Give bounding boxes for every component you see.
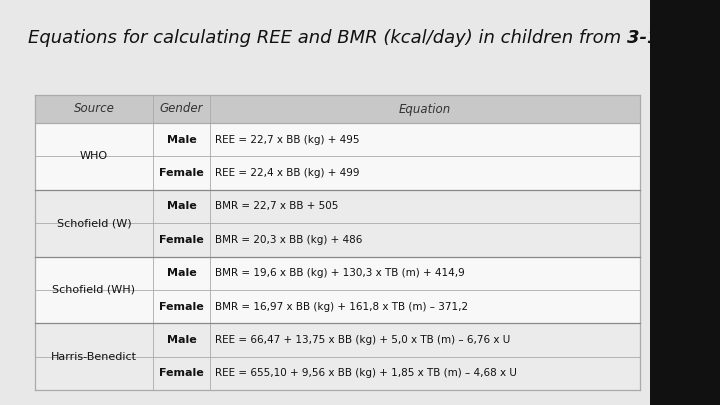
Text: Harris-Benedict: Harris-Benedict [51, 352, 137, 362]
Text: REE = 22,7 x BB (kg) + 495: REE = 22,7 x BB (kg) + 495 [215, 135, 360, 145]
Text: BMR = 19,6 x BB (kg) + 130,3 x TB (m) + 414,9: BMR = 19,6 x BB (kg) + 130,3 x TB (m) + … [215, 268, 465, 278]
Text: Female: Female [159, 168, 204, 178]
Text: Schofield (WH): Schofield (WH) [53, 285, 135, 295]
Text: Schofield (W): Schofield (W) [57, 218, 131, 228]
Text: BMR = 16,97 x BB (kg) + 161,8 x TB (m) – 371,2: BMR = 16,97 x BB (kg) + 161,8 x TB (m) –… [215, 302, 469, 311]
Bar [35, 357, 640, 390]
Bar [35, 123, 640, 156]
Text: BMR = 22,7 x BB + 505: BMR = 22,7 x BB + 505 [215, 201, 339, 211]
Text: REE = 22,4 x BB (kg) + 499: REE = 22,4 x BB (kg) + 499 [215, 168, 360, 178]
Text: Female: Female [159, 235, 204, 245]
Bar [35, 95, 640, 123]
Bar [35, 290, 640, 323]
Text: Source: Source [73, 102, 114, 115]
Bar [35, 223, 640, 256]
Text: Male: Male [167, 335, 197, 345]
Text: Male: Male [167, 268, 197, 278]
Text: Male: Male [167, 201, 197, 211]
Text: WHO: WHO [80, 151, 108, 161]
Bar [35, 256, 640, 290]
Text: Gender: Gender [160, 102, 204, 115]
Text: Equations for calculating REE and BMR (kcal/day) in children from: Equations for calculating REE and BMR (k… [28, 29, 627, 47]
Text: REE = 655,10 + 9,56 x BB (kg) + 1,85 x TB (m) – 4,68 x U: REE = 655,10 + 9,56 x BB (kg) + 1,85 x T… [215, 368, 518, 378]
Bar [35, 190, 640, 223]
Bar [650, 0, 720, 405]
Text: Female: Female [159, 302, 204, 311]
Text: BMR = 20,3 x BB (kg) + 486: BMR = 20,3 x BB (kg) + 486 [215, 235, 363, 245]
Bar [35, 156, 640, 190]
Text: REE = 66,47 + 13,75 x BB (kg) + 5,0 x TB (m) – 6,76 x U: REE = 66,47 + 13,75 x BB (kg) + 5,0 x TB… [215, 335, 510, 345]
Text: Female: Female [159, 368, 204, 378]
Text: Male: Male [167, 135, 197, 145]
Text: 3-10 years: 3-10 years [627, 29, 720, 47]
Bar [35, 323, 640, 357]
Text: Equation: Equation [399, 102, 451, 115]
